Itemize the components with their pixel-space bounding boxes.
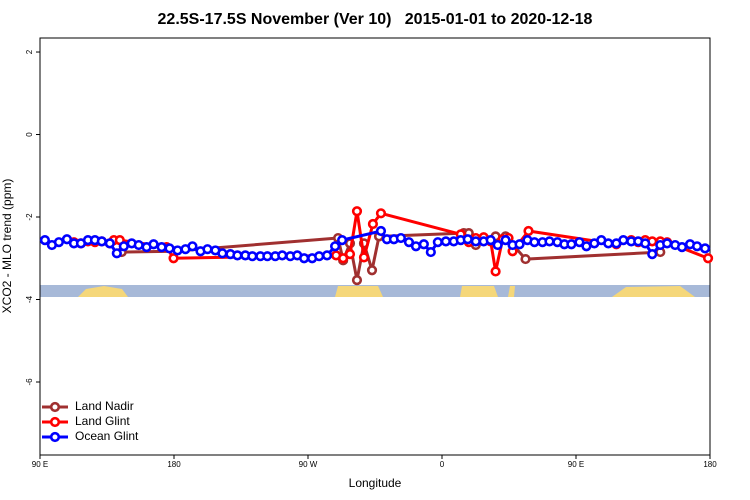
data-point (61, 234, 73, 245)
data-point (217, 248, 228, 259)
data-point (351, 275, 363, 286)
data-point (164, 243, 175, 254)
data-point (702, 253, 714, 264)
x-tick-label: 90 E (568, 460, 584, 469)
data-point (156, 242, 167, 253)
x-tick-label: 180 (703, 460, 717, 469)
data-point (647, 249, 658, 260)
data-point (111, 248, 122, 259)
y-tick-label: -2 (25, 213, 34, 221)
legend-label: Land Nadir (75, 399, 134, 413)
y-axis-label: XCO2 - MLO trend (ppm) (0, 179, 14, 314)
data-point (118, 241, 129, 252)
data-point (462, 234, 473, 245)
data-point (299, 253, 310, 264)
x-tick-label: 90 E (32, 460, 48, 469)
data-point (640, 238, 651, 249)
x-tick-label: 180 (167, 460, 181, 469)
data-point (492, 239, 503, 251)
data-point (367, 218, 379, 230)
data-point (395, 232, 407, 244)
data-point (375, 225, 387, 237)
data-point (148, 239, 159, 250)
data-point (53, 237, 65, 248)
data-point (544, 236, 555, 247)
data-point (699, 243, 711, 254)
y-tick-label: -4 (25, 295, 34, 303)
data-point (603, 238, 614, 249)
data-point (418, 239, 429, 250)
data-point (574, 237, 585, 248)
legend-swatch (49, 401, 61, 413)
data-point (403, 237, 415, 248)
data-point (321, 250, 333, 261)
data-point (314, 251, 325, 262)
data-point (440, 236, 451, 247)
data-point (676, 242, 688, 253)
data-point (662, 238, 673, 249)
y-tick-label: -6 (25, 378, 34, 386)
y-tick-label: 2 (25, 49, 34, 54)
data-point (168, 253, 179, 264)
data-point (277, 250, 288, 261)
plot-frame (39, 37, 711, 456)
data-point (529, 237, 540, 248)
data-point (490, 266, 501, 277)
data-point (232, 250, 243, 261)
data-point (566, 239, 577, 250)
data-point (104, 238, 115, 249)
legend-label: Land Glint (75, 414, 130, 428)
data-point (172, 245, 183, 256)
x-axis-label: Longitude (349, 476, 402, 490)
data-point (485, 235, 496, 246)
land-ocean-strip (40, 285, 710, 297)
data-point (432, 237, 443, 248)
data-point (133, 239, 144, 251)
data-point (262, 251, 273, 262)
data-point (247, 251, 258, 262)
legend-swatch (49, 416, 61, 428)
data-point (366, 265, 378, 276)
land-patch (612, 286, 695, 297)
y-tick-label: 0 (25, 132, 34, 137)
x-tick-label: 0 (440, 460, 445, 469)
data-point (410, 241, 422, 252)
data-point (500, 235, 511, 246)
data-point (358, 252, 370, 263)
land-patch (78, 286, 128, 297)
data-point (581, 241, 592, 252)
data-point (96, 236, 107, 247)
data-point (329, 241, 341, 252)
data-point (618, 235, 629, 246)
data-point (351, 206, 363, 217)
data-point (344, 249, 356, 260)
data-point (514, 239, 525, 250)
data-point (338, 253, 349, 264)
land-patch (460, 286, 498, 297)
legend-label: Ocean Glint (75, 429, 139, 443)
data-point (523, 225, 534, 237)
land-patch (508, 286, 515, 297)
data-point (39, 235, 51, 246)
data-point (375, 208, 387, 219)
data-point (520, 253, 531, 265)
data-point (336, 235, 348, 246)
x-tick-label: 90 W (299, 460, 318, 469)
data-point (187, 241, 198, 252)
data-point (202, 244, 213, 255)
data-point (691, 241, 703, 252)
data-point (470, 236, 481, 247)
chart-title: 22.5S-17.5S November (Ver 10) 2015-01-01… (158, 11, 593, 28)
data-point (425, 246, 436, 258)
legend-swatch (49, 431, 61, 443)
land-patch (335, 286, 383, 297)
